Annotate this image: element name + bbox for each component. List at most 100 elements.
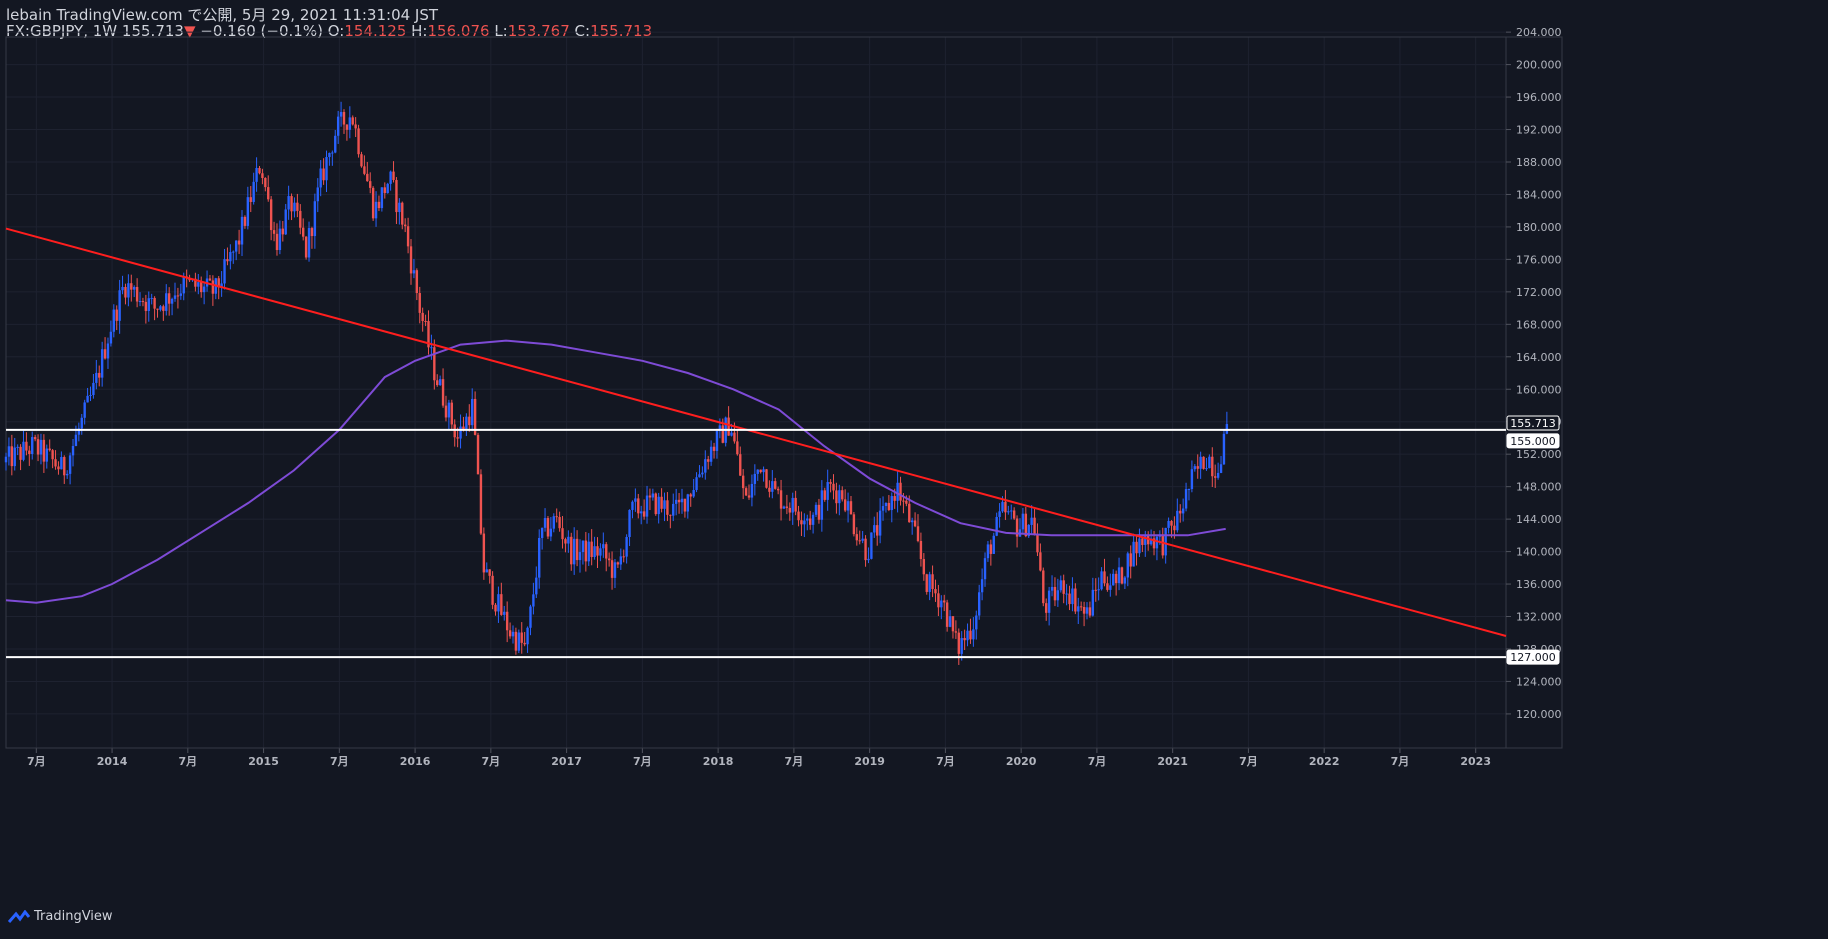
- candle-body: [36, 439, 40, 455]
- candle: [637, 493, 640, 519]
- candle: [31, 431, 34, 460]
- candle-body: [1126, 553, 1129, 578]
- candle-body: [546, 518, 550, 537]
- candle: [1181, 498, 1185, 522]
- y-tick-label: 168.000: [1516, 318, 1562, 331]
- candle-body: [945, 602, 949, 627]
- candle-body: [179, 293, 183, 296]
- candle: [899, 476, 902, 506]
- candle-body: [441, 379, 445, 406]
- candle-body: [567, 536, 570, 544]
- candle-body: [331, 152, 334, 154]
- candle: [98, 365, 101, 387]
- candle-body: [925, 574, 928, 592]
- candle-body: [170, 298, 174, 304]
- candle: [167, 287, 171, 316]
- candle-body: [130, 283, 133, 290]
- candle: [1074, 583, 1077, 615]
- candle-body: [427, 321, 430, 348]
- candle-body: [319, 168, 322, 188]
- candle: [910, 517, 914, 535]
- candle: [1085, 602, 1089, 620]
- candle-body: [1004, 501, 1007, 513]
- candle-body: [692, 489, 695, 497]
- tradingview-footer[interactable]: TradingView: [8, 909, 113, 924]
- symbol-label[interactable]: FX:GBPJPY, 1W: [6, 22, 118, 40]
- candle: [202, 282, 206, 305]
- candle-body: [229, 252, 232, 262]
- candle-body: [876, 525, 879, 536]
- candle: [657, 492, 660, 524]
- candle: [1222, 429, 1226, 465]
- candle: [345, 124, 349, 141]
- candle-body: [986, 544, 990, 559]
- candle: [342, 109, 346, 134]
- candle: [179, 283, 183, 300]
- candle-body: [418, 293, 421, 313]
- candle: [969, 618, 972, 644]
- price-axis-label: 155.713: [1506, 415, 1560, 431]
- candle-body: [208, 278, 212, 281]
- candle-body: [535, 577, 538, 595]
- candle-body: [564, 539, 567, 544]
- candle: [503, 605, 506, 621]
- candle-body: [135, 286, 139, 302]
- candle-body: [610, 560, 614, 578]
- candle: [436, 374, 439, 387]
- candle-body: [31, 437, 34, 454]
- candle-body: [683, 498, 687, 512]
- candle: [334, 130, 337, 154]
- candle-body: [342, 112, 346, 125]
- candle: [19, 444, 22, 471]
- candle-body: [1065, 593, 1068, 595]
- candle-body: [1138, 538, 1141, 554]
- candle-body: [444, 405, 448, 418]
- candle-body: [881, 506, 885, 511]
- candle: [820, 480, 824, 532]
- candle: [1187, 488, 1191, 501]
- x-tick-label: 7月: [178, 755, 197, 768]
- candle-body: [162, 306, 165, 311]
- candle: [1117, 557, 1121, 591]
- candle-body: [80, 417, 83, 429]
- candle: [602, 532, 605, 558]
- candle: [724, 416, 727, 447]
- candle: [170, 297, 174, 316]
- candle-body: [943, 600, 946, 603]
- candle: [806, 514, 809, 531]
- candle-body: [1007, 511, 1010, 513]
- candle: [211, 275, 215, 306]
- candle: [1109, 573, 1112, 597]
- candle: [465, 413, 468, 436]
- candle: [750, 474, 754, 507]
- candle-body: [558, 517, 561, 529]
- y-tick-label: 200.000: [1516, 59, 1562, 72]
- candle-body: [695, 477, 698, 490]
- candle: [1155, 535, 1159, 561]
- candle: [934, 579, 937, 602]
- candle-body: [511, 631, 515, 637]
- candle-body: [202, 286, 206, 293]
- candle-body: [552, 516, 555, 529]
- candle-body: [1109, 585, 1112, 590]
- candle-body: [1117, 567, 1121, 584]
- candle-body: [109, 331, 113, 344]
- candle-body: [663, 500, 666, 509]
- candle: [86, 387, 89, 403]
- candle: [692, 479, 695, 498]
- candle: [310, 226, 314, 249]
- candle-body: [651, 493, 655, 498]
- candle: [709, 440, 713, 466]
- candle: [366, 161, 369, 182]
- candle-body: [138, 301, 142, 303]
- candle: [258, 165, 261, 175]
- candle: [642, 499, 646, 520]
- grid: [6, 31, 1506, 748]
- candle-body: [972, 629, 975, 640]
- candle-body: [922, 559, 926, 575]
- candle: [272, 221, 276, 242]
- candle-body: [637, 498, 640, 514]
- candle-body: [540, 527, 544, 538]
- candle-body: [902, 500, 905, 502]
